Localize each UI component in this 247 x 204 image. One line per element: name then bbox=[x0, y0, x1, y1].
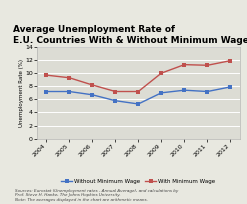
With Minimum Wage bbox=[229, 60, 232, 62]
Without Minimum Wage bbox=[91, 94, 94, 96]
Without Minimum Wage bbox=[206, 90, 209, 93]
With Minimum Wage bbox=[68, 76, 71, 79]
Legend: Without Minimum Wage, With Minimum Wage: Without Minimum Wage, With Minimum Wage bbox=[59, 176, 218, 186]
With Minimum Wage bbox=[91, 84, 94, 86]
Line: Without Minimum Wage: Without Minimum Wage bbox=[44, 85, 232, 106]
Without Minimum Wage bbox=[160, 92, 163, 94]
Without Minimum Wage bbox=[114, 100, 117, 102]
Without Minimum Wage bbox=[45, 90, 48, 93]
Line: With Minimum Wage: With Minimum Wage bbox=[44, 59, 232, 93]
Without Minimum Wage bbox=[137, 103, 140, 105]
Text: Sources: Eurostat (Unemployment rates - Annual Average), and calculations by
Pro: Sources: Eurostat (Unemployment rates - … bbox=[15, 189, 178, 202]
With Minimum Wage bbox=[160, 72, 163, 74]
Without Minimum Wage bbox=[229, 86, 232, 88]
Without Minimum Wage bbox=[183, 89, 186, 91]
With Minimum Wage bbox=[114, 90, 117, 93]
With Minimum Wage bbox=[183, 63, 186, 66]
With Minimum Wage bbox=[206, 64, 209, 67]
Text: Average Unemployment Rate of
E.U. Countries With & Without Minimum Wages: Average Unemployment Rate of E.U. Countr… bbox=[13, 25, 247, 45]
With Minimum Wage bbox=[45, 74, 48, 76]
Without Minimum Wage bbox=[68, 90, 71, 93]
Y-axis label: Unemployment Rate (%): Unemployment Rate (%) bbox=[19, 59, 24, 127]
With Minimum Wage bbox=[137, 90, 140, 93]
